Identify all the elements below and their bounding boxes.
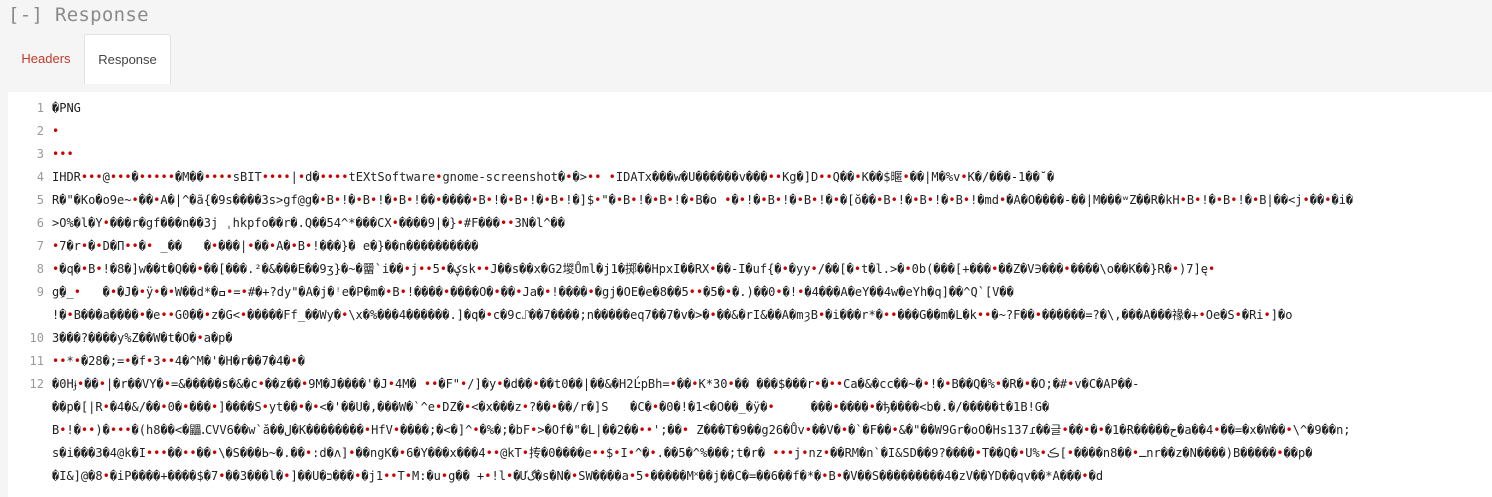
code-line: �I&]@�8•�iP����+����$�7•��3���l�•]��U�כ�… [52, 469, 1104, 483]
line-number: 3 [36, 147, 44, 161]
line-number: 6 [36, 216, 44, 230]
line-number: 10 [29, 331, 44, 345]
panel-title[interactable]: [-] Response [8, 4, 149, 26]
response-body-viewer[interactable]: 1 2 3 4 5 6 7 8 9 10 11 12 �PNG • ••• IHDR•••@•••�••••… [8, 92, 1492, 497]
line-number: 5 [36, 193, 44, 207]
line-number [8, 465, 44, 488]
code-line: gِ�_• �•�J�•ÿ•�•W��d*�ߛ•=•#�+?dy"�A�j�ꜝe… [52, 285, 1014, 299]
line-number: 4 [36, 170, 44, 184]
code-line: 3���?����y%Z��W�t�O�•a�p� [52, 331, 233, 345]
code-line: B•!�••)�•••�(h8��<�鼺ꓸCVV6��w`ă��ل�K�����… [52, 423, 1351, 437]
line-number: 11 [29, 354, 44, 368]
line-number [8, 304, 44, 327]
line-number-gutter: 1 2 3 4 5 6 7 8 9 10 11 12 [8, 92, 44, 497]
code-line: >O%�l�Y•���r�gf���n��3j ˌhkpfo��r�.Q��54… [52, 216, 566, 230]
line-number: 1 [36, 101, 44, 115]
code-line: • [52, 124, 60, 138]
code-line: •�q�•B•!�8�]w��t�Q��•��[���.²�&���E��9ʒ}… [52, 262, 1216, 276]
line-number [8, 419, 44, 442]
line-number [8, 442, 44, 465]
tab-bar: Headers Response [0, 34, 1492, 84]
tab-response[interactable]: Response [84, 34, 171, 84]
code-line: R�"�Ko�o9e~•��•A�|^�ã{�9s����3s>gf@g�•B•… [52, 193, 1354, 207]
line-number: 8 [36, 262, 44, 276]
line-number: 9 [36, 285, 44, 299]
line-number: 2 [36, 124, 44, 138]
code-line: �PNG [52, 101, 81, 115]
code-line: ••*•�28�;=•�f•3••4�^M�'�H�r��7�4�•� [52, 354, 305, 368]
response-body-content[interactable]: �PNG • ••• IHDR•••@•••�•••••�M��••••sBIT•••… [52, 92, 1492, 497]
code-line: •7�r•�•D�Π••�• _�� �•���|•��•A�•B•!���}�… [52, 239, 479, 253]
line-number [8, 396, 44, 419]
code-line: s�i���3�4@k�I•••��••��•\�S���Ь~�.��•:d�ʌ… [52, 446, 1313, 460]
code-line: �0Hɉ•��•|�r��VY�•=&�����s�&�c•��z��•9M�J… [52, 377, 1140, 391]
code-line: IHDR•••@•••�•••••�M��••••sBIT••••|•d�•••… [52, 170, 1055, 184]
code-line: ��p�[|R•�4�&/��•0�•���•]����S•yt��•�•<�'… [52, 400, 1050, 414]
code-line: !�•B���a����•�e••G0��•z�G<•�����Ff_��Wy�… [52, 308, 1293, 322]
line-number: 12 [29, 377, 44, 391]
code-line: ••• [52, 147, 74, 161]
line-number: 7 [36, 239, 44, 253]
tab-headers[interactable]: Headers [21, 51, 71, 66]
